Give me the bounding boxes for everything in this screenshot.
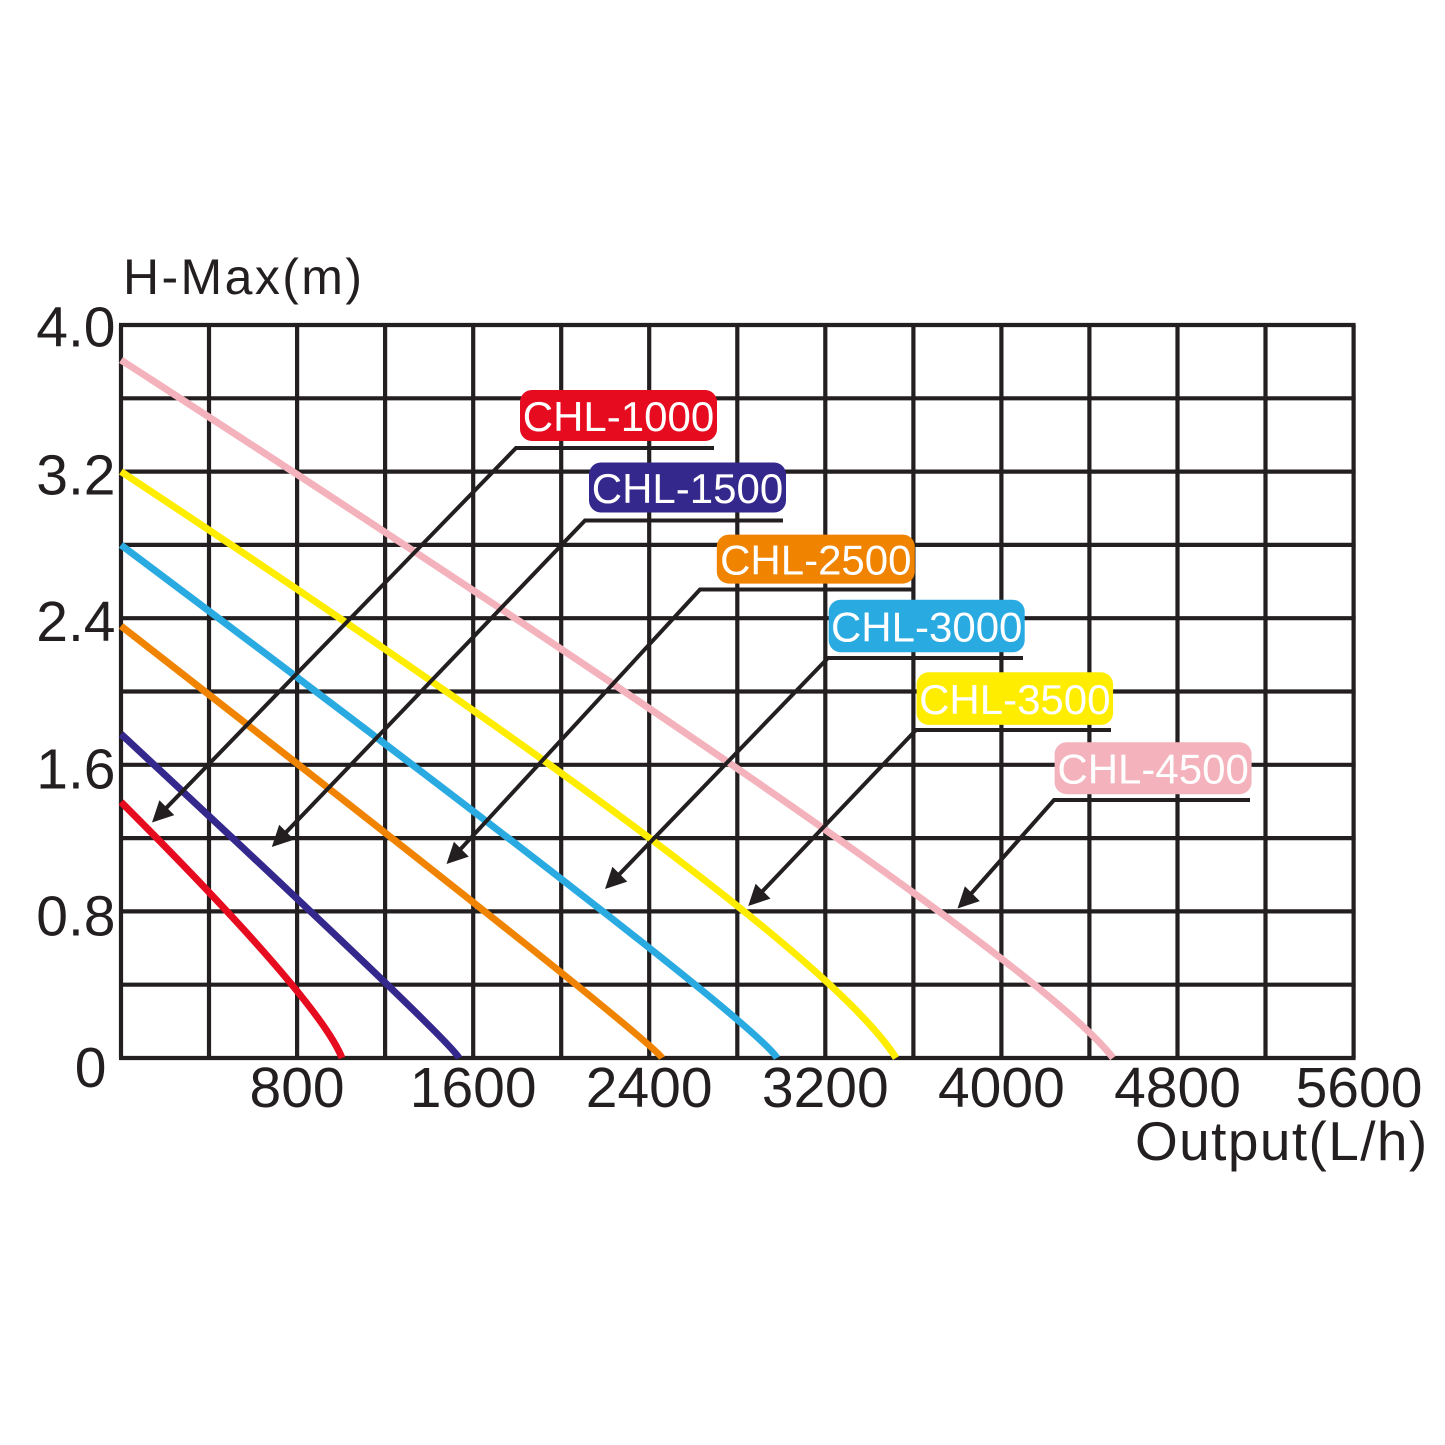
svg-text:4000: 4000 (938, 1056, 1065, 1120)
svg-text:CHL-2500: CHL-2500 (720, 536, 911, 583)
svg-text:CHL-1500: CHL-1500 (592, 465, 783, 512)
svg-text:CHL-1000: CHL-1000 (523, 393, 714, 440)
svg-text:H-Max(m): H-Max(m) (123, 249, 364, 305)
svg-text:5600: 5600 (1296, 1056, 1423, 1120)
svg-text:1600: 1600 (410, 1056, 537, 1120)
svg-text:Output(L/h): Output(L/h) (1135, 1110, 1429, 1172)
svg-text:2400: 2400 (586, 1056, 713, 1120)
svg-text:0: 0 (75, 1036, 107, 1100)
svg-text:800: 800 (250, 1056, 345, 1120)
svg-text:CHL-4500: CHL-4500 (1057, 745, 1248, 792)
svg-text:4800: 4800 (1114, 1056, 1241, 1120)
svg-text:3.2: 3.2 (36, 443, 115, 507)
svg-text:3200: 3200 (762, 1056, 889, 1120)
svg-text:CHL-3500: CHL-3500 (919, 676, 1110, 723)
svg-text:CHL-3000: CHL-3000 (831, 603, 1022, 650)
svg-text:1.6: 1.6 (36, 738, 115, 802)
svg-text:2.4: 2.4 (36, 590, 115, 654)
svg-text:4.0: 4.0 (36, 295, 115, 359)
svg-text:0.8: 0.8 (36, 884, 115, 948)
